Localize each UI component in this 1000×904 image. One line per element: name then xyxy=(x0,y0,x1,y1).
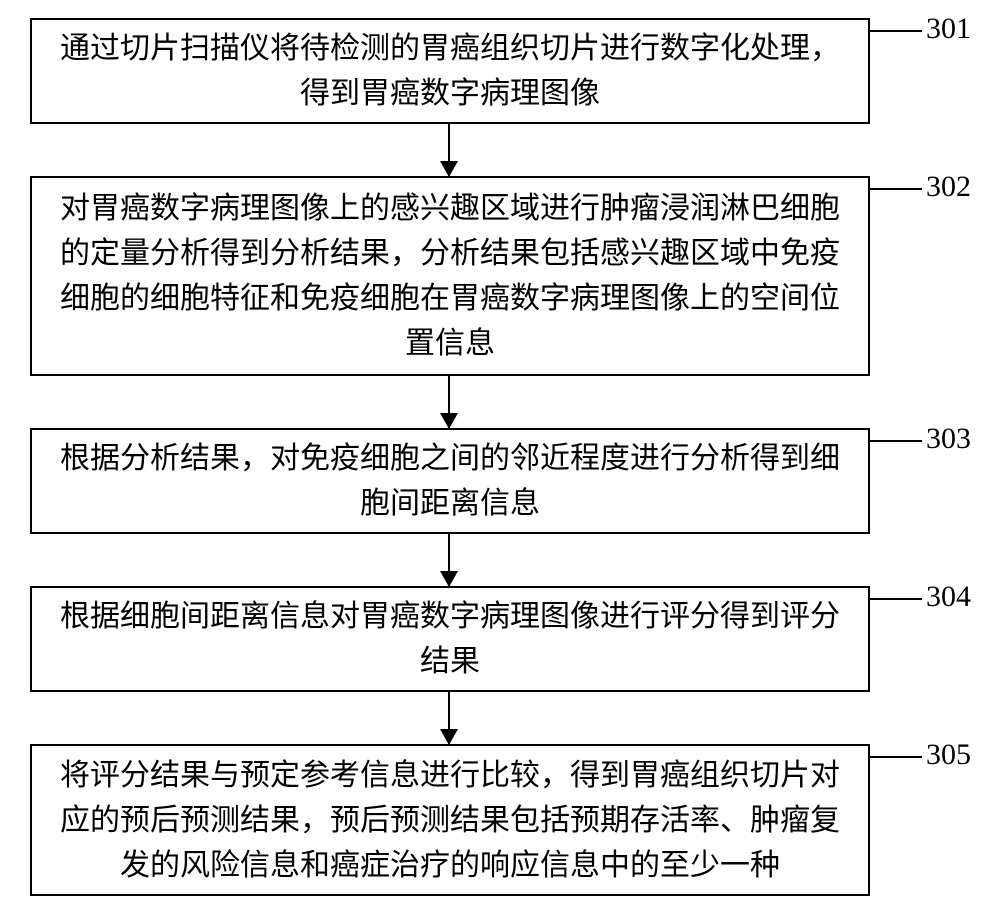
arrow-1 xyxy=(448,124,450,176)
arrow-3 xyxy=(448,534,450,586)
step-box-302: 对胃癌数字病理图像上的感兴趣区域进行肿瘤浸润淋巴细胞的定量分析得到分析结果，分析… xyxy=(30,176,870,376)
step-text-303: 根据分析结果，对免疫细胞之间的邻近程度进行分析得到细胞间距离信息 xyxy=(52,436,848,526)
flowchart-canvas: 通过切片扫描仪将待检测的胃癌组织切片进行数字化处理，得到胃癌数字病理图像 301… xyxy=(0,0,1000,904)
step-text-305: 将评分结果与预定参考信息进行比较，得到胃癌组织切片对应的预后预测结果，预后预测结… xyxy=(52,753,848,888)
step-label-301: 301 xyxy=(926,12,971,46)
step-box-305: 将评分结果与预定参考信息进行比较，得到胃癌组织切片对应的预后预测结果，预后预测结… xyxy=(30,744,870,896)
step-box-304: 根据细胞间距离信息对胃癌数字病理图像进行评分得到评分结果 xyxy=(30,586,870,692)
step-text-301: 通过切片扫描仪将待检测的胃癌组织切片进行数字化处理，得到胃癌数字病理图像 xyxy=(52,26,848,116)
leader-301 xyxy=(870,30,922,32)
leader-303 xyxy=(870,440,922,442)
leader-305 xyxy=(870,756,922,758)
step-label-304: 304 xyxy=(926,580,971,614)
step-label-303: 303 xyxy=(926,422,971,456)
step-label-305: 305 xyxy=(926,738,971,772)
step-label-302: 302 xyxy=(926,170,971,204)
step-box-301: 通过切片扫描仪将待检测的胃癌组织切片进行数字化处理，得到胃癌数字病理图像 xyxy=(30,18,870,124)
arrow-2 xyxy=(448,376,450,428)
leader-302 xyxy=(870,188,922,190)
arrow-4 xyxy=(448,692,450,744)
leader-304 xyxy=(870,598,922,600)
step-box-303: 根据分析结果，对免疫细胞之间的邻近程度进行分析得到细胞间距离信息 xyxy=(30,428,870,534)
step-text-302: 对胃癌数字病理图像上的感兴趣区域进行肿瘤浸润淋巴细胞的定量分析得到分析结果，分析… xyxy=(52,186,848,366)
step-text-304: 根据细胞间距离信息对胃癌数字病理图像进行评分得到评分结果 xyxy=(52,594,848,684)
